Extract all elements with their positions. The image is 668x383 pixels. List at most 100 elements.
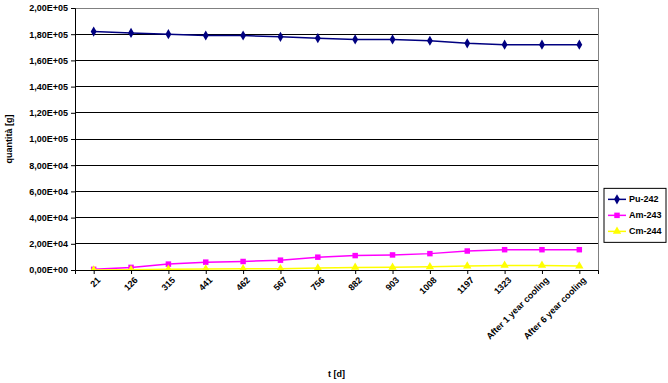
x-axis-line [76,271,599,275]
legend-entry: Am-243 [608,210,662,220]
x-tick: 441 [197,270,215,293]
y-tick-mark [71,113,75,114]
series-marker [390,252,395,257]
x-tick-label: After 1 year cooling [484,275,550,341]
series-marker [577,247,582,252]
series-marker [576,40,582,50]
x-tick: 567 [272,270,290,293]
legend-label: Pu-242 [629,194,659,204]
series-marker [538,261,546,268]
series-marker [388,262,396,269]
x-tick-label: 21 [88,275,102,289]
legend-entry: Pu-242 [608,194,659,204]
x-tick-mark [393,270,394,274]
y-tick: 4,00E+04 [29,213,75,223]
y-tick: 1,20E+05 [29,108,75,118]
y-tick-label: 4,00E+04 [29,213,68,223]
series-marker [128,28,134,38]
x-tick-label: 1323 [492,275,513,296]
plot-frame [75,8,598,270]
x-tick-mark [542,270,543,274]
x-tick-label: After 6 year cooling [522,275,588,341]
series-marker [465,248,470,253]
series-marker [315,254,320,259]
series-marker [352,34,358,44]
grid-line [75,112,598,113]
y-tick-label: 8,00E+04 [29,161,68,171]
grid-line [75,139,598,140]
x-tick-label: 126 [122,275,140,293]
y-tick-label: 1,60E+05 [29,56,68,66]
y-axis: 0,00E+00 2,00E+04 4,00E+04 6,00E+04 8,00E+04… [29,3,75,275]
y-tick-mark [71,218,75,219]
legend-box [604,188,666,242]
x-tick: 462 [234,270,252,293]
series-marker [202,264,210,270]
chart: 0,00E+00 2,00E+04 4,00E+04 6,00E+04 8,00E+04… [0,0,668,383]
series-marker [575,261,583,268]
x-tick-label: 903 [384,275,402,293]
y-tick: 1,40E+05 [29,82,75,92]
legend-marker [614,194,620,204]
series-marker [239,264,247,270]
grid-line [75,217,598,218]
grid-line [75,165,598,166]
x-tick-mark [355,270,356,274]
y-tick-label: 1,20E+05 [29,108,68,118]
series-marker [240,30,246,40]
grid [75,8,598,270]
y-tick: 2,00E+05 [29,3,75,13]
plot: 0,00E+00 2,00E+04 4,00E+04 6,00E+04 8,00E+04… [29,3,598,341]
x-tick-mark [430,270,431,274]
x-tick-mark [206,270,207,274]
x-tick: 126 [122,270,140,293]
y-tick-label: 1,80E+05 [29,30,68,40]
y-tick-mark [71,244,75,245]
y-tick-label: 2,00E+04 [29,239,68,249]
series-marker [314,263,322,270]
y-tick-mark [71,60,75,61]
x-tick: 315 [159,270,177,293]
x-tick-mark [505,270,506,274]
series-marker [276,264,284,270]
series-area [90,26,584,270]
series-marker [240,259,245,264]
y-tick: 8,00E+04 [29,161,75,171]
grid-line [75,191,598,192]
series-marker [500,261,508,268]
legend-marker [613,227,621,234]
x-tick-mark [94,270,95,274]
series-marker [164,265,172,270]
y-tick: 0,00E+00 [29,265,75,275]
y-axis-title: quantità [g] [4,115,14,164]
series-marker [502,247,507,252]
x-tick-label: 756 [309,275,327,293]
x-tick: 882 [346,270,364,293]
x-tick-mark [168,270,169,274]
series-marker [91,26,97,36]
series-marker [539,247,544,252]
grid-line [75,86,598,87]
x-tick-mark [243,270,244,274]
x-tick: 903 [384,270,402,293]
y-tick-label: 1,00E+05 [29,134,68,144]
x-tick: After 1 year cooling [484,270,550,342]
y-axis-line [71,9,76,271]
series-marker [539,40,545,50]
series-line [94,250,580,270]
x-tick: After 6 year cooling [522,270,588,342]
legend-marker [614,213,619,218]
x-tick-label: 441 [197,275,215,293]
x-tick-label: 882 [346,275,364,293]
series-marker [203,259,208,264]
x-tick-mark [131,270,132,274]
series-marker [426,262,434,269]
x-tick-mark [579,270,580,274]
x-tick: 1323 [492,270,513,296]
x-axis-title: t [d] [328,369,345,379]
y-tick-mark [71,34,75,35]
x-tick-mark [467,270,468,274]
y-tick-mark [71,87,75,88]
y-tick: 6,00E+04 [29,187,75,197]
y-tick-label: 1,40E+05 [29,82,68,92]
